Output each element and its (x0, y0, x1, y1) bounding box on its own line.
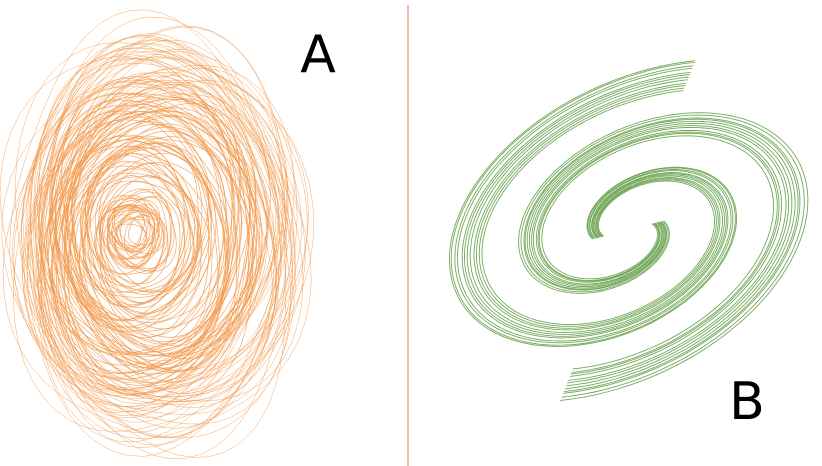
spiral-band (455, 66, 733, 343)
figure: A B (0, 0, 822, 466)
attractor-b (449, 61, 807, 401)
spiral-band (532, 126, 789, 383)
panel-label: B (729, 372, 765, 432)
page: A B (() => { const data = JSON.parse(doc… (0, 0, 822, 466)
panel-label: A (300, 25, 336, 85)
spiral-band (521, 115, 804, 397)
orbit (72, 142, 198, 313)
orbit (67, 138, 242, 374)
attractor-a (0, 10, 314, 459)
spiral-band (449, 61, 736, 347)
spiral-band (458, 68, 732, 341)
